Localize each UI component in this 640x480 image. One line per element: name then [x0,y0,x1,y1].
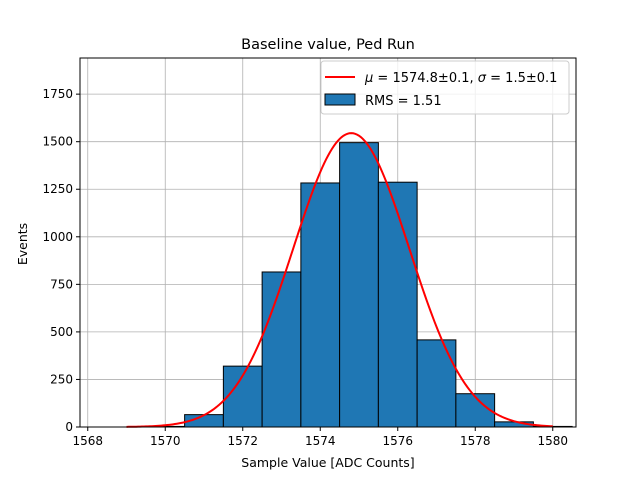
x-tick-label-3: 1574 [305,434,336,448]
x-tick-label-5: 1578 [460,434,491,448]
legend: μ = 1574.8±0.1, σ = 1.5±0.1 RMS = 1.51 [320,60,570,115]
y-tick-label-1: 250 [50,372,73,386]
histogram-bar-4 [300,182,341,428]
legend-fit-sigma: σ [478,71,487,86]
y-tick-label-5: 1250 [42,182,73,196]
y-tick-label-7: 1750 [42,87,73,101]
chart-title: Baseline value, Ped Run [241,37,415,53]
histogram-bars [145,142,573,428]
legend-fit-mu: μ [364,71,373,86]
y-tick-label-6: 1500 [42,135,73,149]
histogram-bar-8 [455,393,496,428]
legend-rms-label: RMS = 1.51 [365,94,442,109]
y-tick-label-4: 1000 [42,230,73,244]
histogram-bar-5 [339,142,379,428]
y-tick-label-0: 0 [65,420,73,434]
y-tick-label-2: 500 [50,325,73,339]
y-axis-ticks: 0 250 500 750 1000 1250 1500 1750 [42,87,80,434]
fit-curve [126,132,553,428]
x-tick-label-6: 1580 [537,434,568,448]
y-axis-label: Events [15,223,30,265]
x-tick-label-4: 1576 [382,434,413,448]
x-tick-label-0: 1568 [72,434,103,448]
y-tick-label-3: 750 [50,277,73,291]
x-tick-label-2: 1572 [227,434,258,448]
legend-fit-mu-value: = 1574.8±0.1, [373,71,477,86]
legend-fit-sigma-value: = 1.5±0.1 [486,71,557,86]
histogram-bar-6 [377,181,418,428]
legend-fit-label: μ = 1574.8±0.1, σ = 1.5±0.1 [364,71,557,86]
x-tick-label-1: 1570 [150,434,181,448]
histogram-bar-7 [416,339,457,428]
axes-frame [79,57,577,428]
legend-rms-patch-swatch [324,93,356,106]
x-axis-ticks: 1568 1570 1572 1574 1576 1578 1580 [72,427,568,448]
legend-box [320,60,570,115]
histogram-bar-3 [261,271,302,428]
x-axis-label: Sample Value [ADC Counts] [241,455,414,470]
